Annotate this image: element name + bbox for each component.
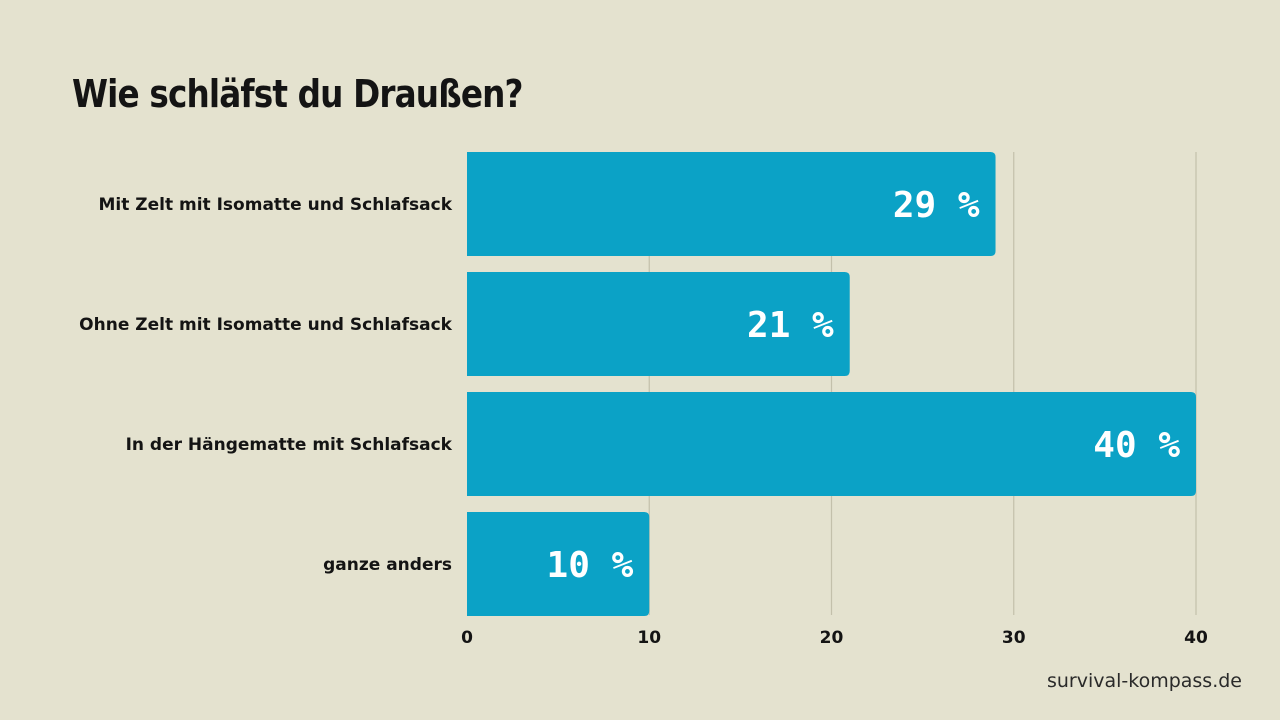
- bar: [467, 272, 850, 376]
- category-label: In der Hängematte mit Schlafsack: [126, 435, 453, 455]
- category-label: Mit Zelt mit Isomatte und Schlafsack: [99, 195, 453, 215]
- x-tick-label: 40: [1184, 628, 1208, 648]
- bar: [467, 392, 1196, 496]
- value-label: 29 %: [893, 185, 980, 226]
- bar: [467, 152, 996, 256]
- value-label: 10 %: [547, 545, 634, 586]
- value-label: 21 %: [747, 305, 834, 346]
- bar: [467, 512, 650, 616]
- x-tick-label: 10: [637, 628, 661, 648]
- value-label: 40 %: [1093, 425, 1180, 466]
- category-label: ganze anders: [323, 555, 452, 575]
- category-label: Ohne Zelt mit Isomatte und Schlafsack: [79, 315, 453, 335]
- chart-title: Wie schläfst du Draußen?: [72, 72, 524, 116]
- watermark: survival-kompass.de: [1046, 670, 1242, 692]
- x-tick-label: 30: [1002, 628, 1026, 648]
- x-tick-label: 0: [461, 628, 473, 648]
- x-tick-label: 20: [820, 628, 844, 648]
